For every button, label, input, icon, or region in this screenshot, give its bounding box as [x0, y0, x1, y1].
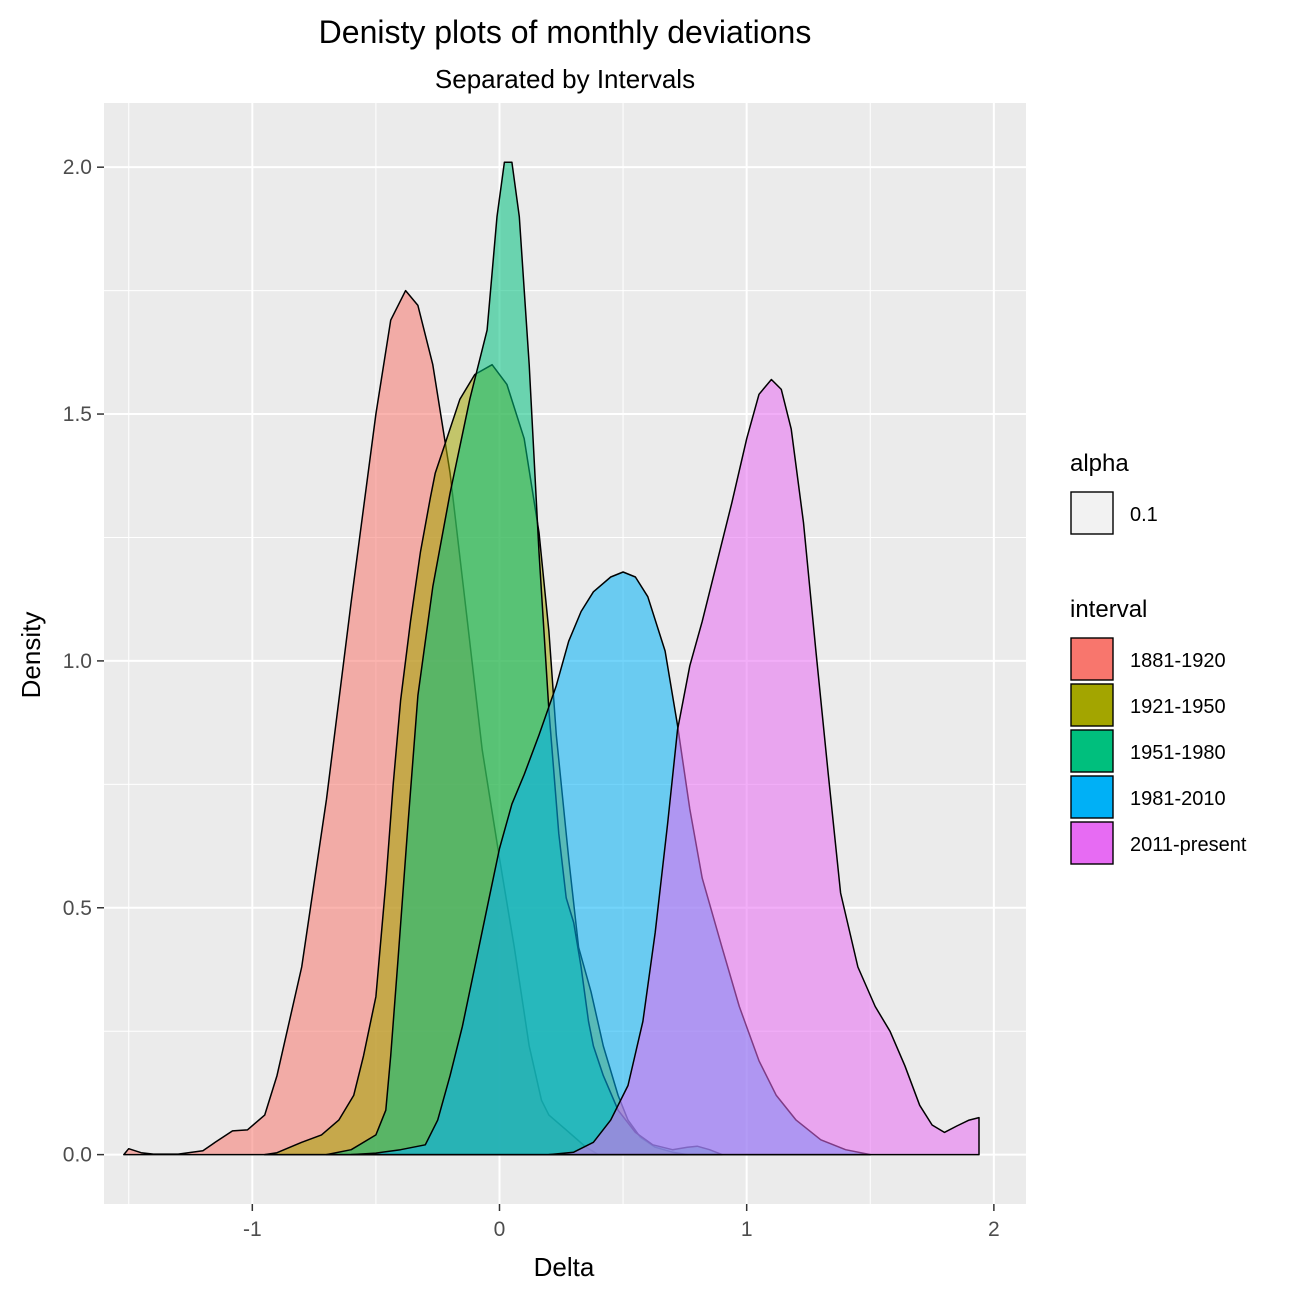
- density-areas: [123, 161, 980, 1156]
- legend-key-1981-2010: [1070, 775, 1114, 819]
- legend-label-1951-1980: 1951-1980: [1130, 742, 1226, 764]
- density-area-2011-present: [548, 378, 980, 1156]
- legend-key-1921-1950: [1070, 683, 1114, 727]
- x-tick-label: 1: [741, 1218, 753, 1241]
- alpha-legend-title: alpha: [1070, 450, 1129, 477]
- alpha-legend-key: [1070, 491, 1114, 535]
- chart-subtitle: Separated by Intervals: [435, 64, 695, 94]
- y-tick-label: 2.0: [63, 156, 92, 179]
- x-axis-title: Delta: [534, 1252, 595, 1282]
- interval-legend-title: interval: [1070, 596, 1147, 623]
- x-tick-label: 0: [494, 1218, 506, 1241]
- y-tick-label: 1.0: [63, 650, 92, 673]
- legend-label-1981-2010: 1981-2010: [1130, 788, 1226, 810]
- x-tick-label: -1: [243, 1218, 262, 1241]
- legend-key-2011-present: [1070, 821, 1114, 865]
- y-axis-ticks: 0.0 0.5 1.0 1.5 2.0: [63, 156, 104, 1167]
- y-tick-label: 0.5: [63, 897, 92, 920]
- legend-label-2011-present: 2011-present: [1130, 834, 1247, 856]
- alpha-legend: alpha 0.1: [1070, 450, 1158, 535]
- alpha-legend-label: 0.1: [1130, 504, 1158, 526]
- y-axis-title: Density: [16, 612, 46, 699]
- y-tick-label: 0.0: [63, 1144, 92, 1167]
- interval-legend: interval 1881-1920 1921-1950 1951-1980 1981…: [1070, 596, 1247, 865]
- legend-key-1881-1920: [1070, 637, 1114, 681]
- legend-key-1951-1980: [1070, 729, 1114, 773]
- x-tick-label: 2: [988, 1218, 1000, 1241]
- chart-title: Denisty plots of monthly deviations: [319, 14, 812, 50]
- x-axis-ticks: -1 0 1 2: [243, 1204, 1000, 1241]
- legend-label-1881-1920: 1881-1920: [1130, 650, 1226, 672]
- legend-label-1921-1950: 1921-1950: [1130, 696, 1226, 718]
- y-tick-label: 1.5: [63, 403, 92, 426]
